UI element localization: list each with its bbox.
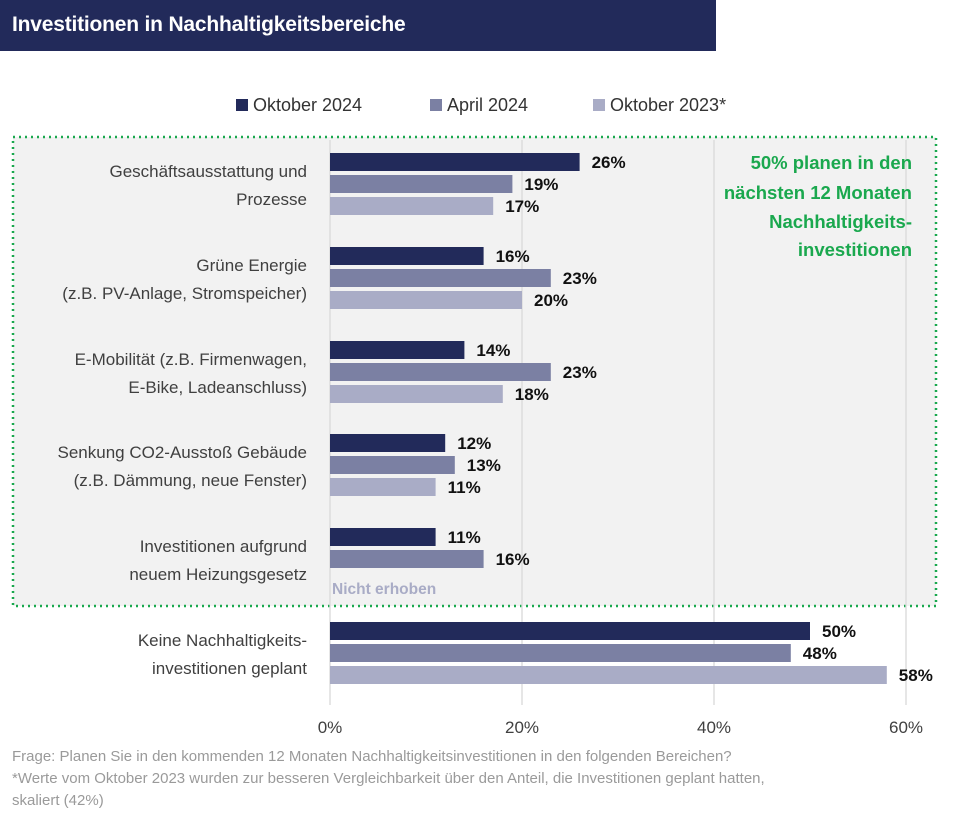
category-label: Senkung CO2-Ausstoß Gebäude (z.B. Dämmung… [58, 443, 307, 490]
data-label: 14% [476, 341, 510, 360]
bar [330, 363, 551, 381]
data-label: 11% [448, 528, 481, 547]
category-label: Geschäftsausstattung und Prozesse [109, 162, 307, 209]
bar [330, 434, 446, 452]
x-tick-label: 40% [697, 718, 731, 737]
x-tick-label: 20% [505, 718, 539, 737]
bar [330, 197, 494, 215]
callout-text: 50% planen in den [751, 152, 912, 173]
data-label: 19% [524, 175, 558, 194]
footnote-line: Frage: Planen Sie in den kommenden 12 Mo… [12, 748, 732, 765]
bar [330, 269, 551, 287]
bar [330, 247, 484, 265]
legend-label: April 2024 [447, 95, 528, 115]
data-label: 17% [505, 197, 539, 216]
legend-swatch [593, 99, 605, 111]
chart-area: 0% 20% 40% 60% Oktober 2024 April 2024 Oktober… [11, 95, 938, 737]
chart-title: Investitionen in Nachhaltigkeitsbereiche [12, 13, 406, 36]
callout-text: investitionen [798, 239, 912, 260]
data-label: 13% [467, 456, 501, 475]
data-label: 16% [496, 247, 530, 266]
not-collected-note: Nicht erhoben [332, 581, 436, 598]
data-label: 23% [563, 363, 597, 382]
callout-text: Nachhaltigkeits- [769, 211, 912, 232]
data-label: 50% [822, 622, 856, 641]
category-label: Grüne Energie (z.B. PV-Anlage, Stromspeic… [62, 256, 307, 303]
legend-swatch [236, 99, 248, 111]
callout-text: nächsten 12 Monaten [724, 182, 912, 203]
data-label: 58% [899, 666, 933, 685]
data-label: 23% [563, 269, 597, 288]
x-tick-label: 0% [318, 718, 343, 737]
x-tick-label: 60% [889, 718, 923, 737]
bar [330, 550, 484, 568]
footnote-line: *Werte vom Oktober 2023 wurden zur besse… [12, 770, 765, 787]
data-label: 16% [496, 550, 530, 569]
category-label: Keine Nachhaltigkeits-investitionen gepl… [138, 631, 307, 678]
legend-label: Oktober 2024 [253, 95, 362, 115]
bar [330, 291, 522, 309]
legend-swatch [430, 99, 442, 111]
data-label: 11% [448, 478, 481, 497]
bar [330, 175, 513, 193]
data-label: 48% [803, 644, 837, 663]
bar [330, 644, 791, 662]
bar [330, 456, 455, 474]
category-label: E-Mobilität (z.B. Firmenwagen, E-Bike, La… [75, 350, 307, 397]
footnote-line: skaliert (42%) [12, 792, 104, 809]
bar [330, 622, 810, 640]
title-bar: Investitionen in Nachhaltigkeitsbereiche [0, 0, 716, 51]
data-label: 20% [534, 291, 568, 310]
data-label: 18% [515, 385, 549, 404]
bar [330, 341, 465, 359]
bar [330, 666, 887, 684]
bar [330, 385, 503, 403]
bar [330, 478, 436, 496]
data-label: 26% [592, 153, 626, 172]
data-label: 12% [457, 434, 491, 453]
bar [330, 528, 436, 546]
legend-label: Oktober 2023* [610, 95, 726, 115]
bar [330, 153, 580, 171]
category-label: Investitionen aufgrund neuem Heizungsgese… [129, 537, 307, 584]
